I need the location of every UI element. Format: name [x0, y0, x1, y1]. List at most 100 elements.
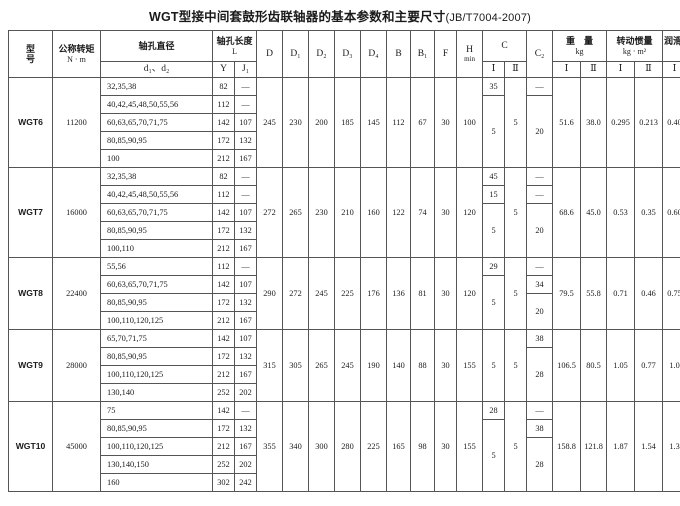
- cell-D4: 225: [360, 401, 388, 492]
- cell-bore-length-J1: 167: [233, 239, 258, 258]
- table-row: 100,110,120,125 212 167 28: [9, 437, 680, 492]
- cell-bore-length-Y: 212: [212, 311, 235, 330]
- cell-bore-diameter: 40,42,45,48,50,55,56: [100, 95, 213, 114]
- cell-bore-diameter: 80,85,90,95: [100, 347, 213, 366]
- header-B: B: [386, 30, 412, 78]
- cell-bore-length-Y: 212: [212, 437, 235, 456]
- header-D1: D₁: [282, 30, 310, 78]
- table-row: 100 212 167: [9, 149, 680, 168]
- cell-bore-length-J1: —: [233, 77, 258, 96]
- cell-C-I: 45: [482, 167, 506, 186]
- table-body: WGT6 11200 32,35,38 82—245 230 200 185 145 112 67…: [8, 77, 680, 492]
- cell-bore-diameter: 60,63,65,70,71,75: [100, 275, 213, 294]
- cell-weight-II: 80.5: [580, 329, 608, 402]
- cell-bore-length-Y: 112: [212, 257, 235, 276]
- table-row: WGT9 28000 65,70,71,75 142 107 315 305 265 245 19…: [8, 329, 680, 402]
- header-C-II: Ⅱ: [504, 61, 528, 78]
- cell-inertia-II: 0.77: [634, 329, 664, 402]
- cell-bore-diameter: 32,35,38: [100, 167, 213, 186]
- cell-inertia-I: 1.05: [606, 329, 636, 402]
- cell-C2: —: [526, 167, 554, 186]
- cell-bore-length-J1: —: [233, 401, 258, 420]
- table-row: 100,110,120,125 212 167: [9, 311, 680, 330]
- cell-weight-II: 55.8: [580, 257, 608, 330]
- header-B1: B₁: [410, 30, 436, 78]
- cell-bore-length-Y: 112: [212, 185, 235, 204]
- cell-nominal-torque: 28000: [52, 329, 101, 402]
- cell-D4: 145: [360, 77, 388, 168]
- header-D2: D₂: [308, 30, 336, 78]
- cell-D: 272: [256, 167, 284, 258]
- header-bore-length: 轴孔长度 L: [211, 30, 258, 62]
- cell-D4: 160: [360, 167, 388, 258]
- cell-D3: 185: [334, 77, 362, 168]
- cell-B1: 67: [410, 77, 436, 168]
- header-nominal-torque: 公称转矩 N · m: [52, 30, 101, 78]
- header-F: F: [434, 30, 458, 78]
- cell-bore-diameter: 100,110,120,125: [100, 311, 213, 330]
- cell-bore-length-J1: 132: [233, 293, 258, 312]
- cell-bore-length-J1: —: [233, 167, 258, 186]
- cell-F: 30: [434, 401, 458, 492]
- cell-C2: 38: [526, 419, 554, 438]
- cell-C-II: 5: [504, 257, 528, 330]
- header-bore-symbol: d₁、d₂: [100, 61, 213, 78]
- cell-B: 136: [386, 257, 412, 330]
- cell-weight-II: 45.0: [580, 167, 608, 258]
- cell-D: 290: [256, 257, 284, 330]
- table-row: 80,85,90,95 172 132 5 38: [9, 419, 680, 492]
- cell-bore-length-J1: —: [233, 185, 258, 204]
- cell-grease-I: 0.40: [662, 77, 680, 168]
- header-D3: D₃: [334, 30, 362, 78]
- cell-D1: 272: [282, 257, 310, 330]
- cell-bore-length-J1: 107: [233, 203, 258, 222]
- cell-bore-diameter: 160: [100, 473, 213, 492]
- cell-bore-length-Y: 212: [212, 365, 235, 384]
- table-row: WGT10 45000 75 142—355 340 300 280 225 165 98 30 15…: [8, 401, 680, 492]
- cell-C2: —: [526, 401, 554, 420]
- cell-inertia-II: 0.213: [634, 77, 664, 168]
- cell-B1: 74: [410, 167, 436, 258]
- cell-D2: 245: [308, 257, 336, 330]
- cell-bore-length-J1: 107: [233, 113, 258, 132]
- header-inertia-I: Ⅰ: [606, 61, 636, 78]
- cell-D: 355: [256, 401, 284, 492]
- table-row: WGT8 22400 55,56 112—290 272 245 225 176 136 81 30…: [8, 257, 680, 330]
- cell-inertia-I: 0.53: [606, 167, 636, 258]
- cell-bore-length-Y: 172: [212, 131, 235, 150]
- header-C: C: [482, 30, 528, 62]
- header-J1: J₁: [233, 61, 258, 78]
- cell-model: WGT8: [8, 257, 53, 330]
- cell-grease-I: 0.75: [662, 257, 680, 330]
- cell-weight-II: 121.8: [580, 401, 608, 492]
- cell-bore-length-J1: 132: [233, 419, 258, 438]
- cell-bore-length-Y: 172: [212, 347, 235, 366]
- cell-C-I: 35: [482, 77, 506, 96]
- header-D4: D₄: [360, 30, 388, 78]
- cell-C2: 28: [526, 347, 554, 402]
- cell-bore-length-Y: 172: [212, 419, 235, 438]
- cell-bore-length-Y: 212: [212, 149, 235, 168]
- cell-C-II: 5: [504, 77, 528, 168]
- cell-weight-I: 158.8: [552, 401, 582, 492]
- cell-C2: 20: [526, 95, 554, 168]
- header-row-sub: d₁、d₂ Y J₁ Ⅰ Ⅱ Ⅰ Ⅱ Ⅰ Ⅱ Ⅰ Ⅱ: [9, 61, 680, 78]
- cell-weight-I: 106.5: [552, 329, 582, 402]
- header-weight: 重 量 kg: [552, 30, 608, 62]
- cell-bore-diameter: 130,140: [100, 383, 213, 402]
- cell-bore-length-Y: 142: [212, 113, 235, 132]
- cell-B1: 88: [410, 329, 436, 402]
- cell-nominal-torque: 22400: [52, 257, 101, 330]
- cell-bore-diameter: 80,85,90,95: [100, 131, 213, 150]
- header-grease: 润滑脂总重kg: [662, 30, 680, 62]
- cell-bore-length-J1: 167: [233, 437, 258, 456]
- cell-bore-diameter: 40,42,45,48,50,55,56: [100, 185, 213, 204]
- cell-model: WGT7: [8, 167, 53, 258]
- cell-bore-length-Y: 212: [212, 239, 235, 258]
- cell-C2: 20: [526, 203, 554, 258]
- cell-bore-diameter: 80,85,90,95: [100, 293, 213, 312]
- cell-bore-diameter: 80,85,90,95: [100, 419, 213, 438]
- cell-bore-length-Y: 172: [212, 221, 235, 240]
- cell-bore-diameter: 32,35,38: [100, 77, 213, 96]
- title-main: WGT型接中间套鼓形齿联轴器的基本参数和主要尺寸: [148, 10, 446, 24]
